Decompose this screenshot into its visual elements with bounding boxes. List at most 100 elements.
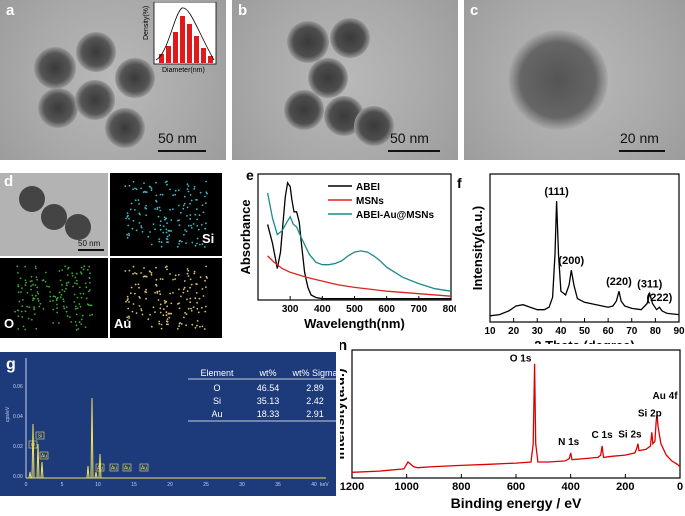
map-dot (202, 211, 205, 214)
panel-f-label: f (457, 175, 462, 191)
y-tick-label: 0.04 (13, 414, 23, 420)
map-dot (165, 238, 168, 240)
map-dot (200, 307, 203, 309)
map-dot (78, 286, 81, 289)
map-dot (158, 238, 161, 240)
map-dot (196, 242, 198, 245)
map-dot (158, 206, 161, 209)
map-dot (195, 292, 198, 294)
map-dot (156, 292, 159, 294)
map-dot (166, 235, 169, 238)
map-dot (17, 285, 20, 288)
o-map-label: O (4, 316, 15, 331)
map-dot (126, 216, 129, 218)
map-dot (162, 231, 165, 234)
panel-c-label: c (470, 2, 479, 19)
map-dot (162, 308, 165, 310)
panel-d-si-map: Si (110, 173, 222, 256)
map-dot (172, 208, 174, 210)
peak-label: Si (38, 434, 42, 440)
map-dot (174, 278, 176, 280)
map-dot (30, 285, 32, 287)
map-dot (166, 268, 168, 271)
o-map-dots (14, 265, 93, 331)
x-tick-label: 1000 (394, 481, 418, 493)
map-dot (152, 306, 155, 309)
peak-label: (200) (558, 255, 584, 267)
x-tick-label: 10 (95, 482, 101, 488)
map-dot (89, 272, 91, 275)
map-dot (172, 292, 174, 294)
y-axis-label: Intensity(a.u.) (340, 368, 347, 459)
map-dot (17, 291, 20, 294)
map-dot (157, 215, 160, 218)
map-dot (18, 300, 21, 303)
map-dot (194, 244, 197, 247)
map-dot (155, 200, 158, 203)
panel-h-xps-chart: 1200 1000 800 600 400 200 0 Binding energy / eV… (340, 342, 683, 511)
map-dot (135, 312, 138, 314)
map-dot (178, 243, 180, 245)
map-dot (52, 295, 55, 298)
map-dot (128, 301, 130, 303)
x-tick-label: 400 (561, 481, 579, 493)
map-dot (182, 291, 185, 294)
map-dot (189, 202, 191, 205)
map-dot (126, 212, 129, 214)
inset-ylabel: Density(%) (143, 6, 150, 40)
map-dot (180, 240, 183, 243)
panel-c-particle (508, 30, 608, 130)
panel-b-label: b (238, 2, 248, 19)
map-dot (59, 296, 62, 299)
map-dot (129, 208, 132, 211)
map-dot (132, 265, 135, 268)
table-header: wt% (258, 368, 276, 378)
map-dot (156, 206, 159, 209)
si-map-dots (124, 180, 208, 248)
map-dot (65, 284, 68, 287)
map-dot (154, 311, 156, 313)
map-dot (167, 230, 170, 232)
map-dot (140, 309, 143, 312)
map-dot (131, 310, 134, 313)
map-dot (159, 278, 162, 280)
map-dot (35, 294, 37, 297)
map-dot (125, 217, 127, 220)
map-dot (84, 282, 87, 285)
map-dot (140, 226, 143, 229)
map-dot (76, 296, 79, 299)
map-dot (166, 180, 168, 183)
map-dot (27, 317, 30, 320)
map-dot (74, 307, 77, 310)
map-dot (204, 310, 207, 313)
map-dot (182, 204, 185, 207)
map-dot (85, 286, 88, 289)
panel-a-particles (34, 32, 155, 148)
y-tick-label: 0.02 (13, 444, 23, 450)
peak-label-box (139, 463, 149, 472)
map-dot (174, 189, 177, 192)
map-dot (16, 265, 19, 268)
map-dot (128, 184, 131, 187)
x-tick-label: 25 (203, 482, 209, 488)
map-dot (74, 321, 77, 323)
map-dot (82, 292, 85, 295)
map-dot (189, 278, 192, 281)
panel-e-label: e (246, 167, 254, 183)
map-dot (184, 229, 186, 231)
map-dot (32, 299, 34, 301)
map-dot (170, 219, 173, 221)
panel-d-tem: d 50 nm (0, 173, 108, 256)
map-dot (189, 218, 192, 220)
map-dot (35, 267, 37, 270)
peak-label: (220) (606, 276, 632, 288)
map-dot (156, 208, 159, 211)
map-dot (49, 295, 52, 298)
map-dot (124, 270, 127, 272)
map-dot (186, 290, 189, 293)
map-dot (74, 305, 77, 308)
map-dot (74, 276, 77, 279)
map-dot (197, 311, 200, 314)
map-dot (163, 299, 166, 302)
map-dot (204, 227, 207, 230)
